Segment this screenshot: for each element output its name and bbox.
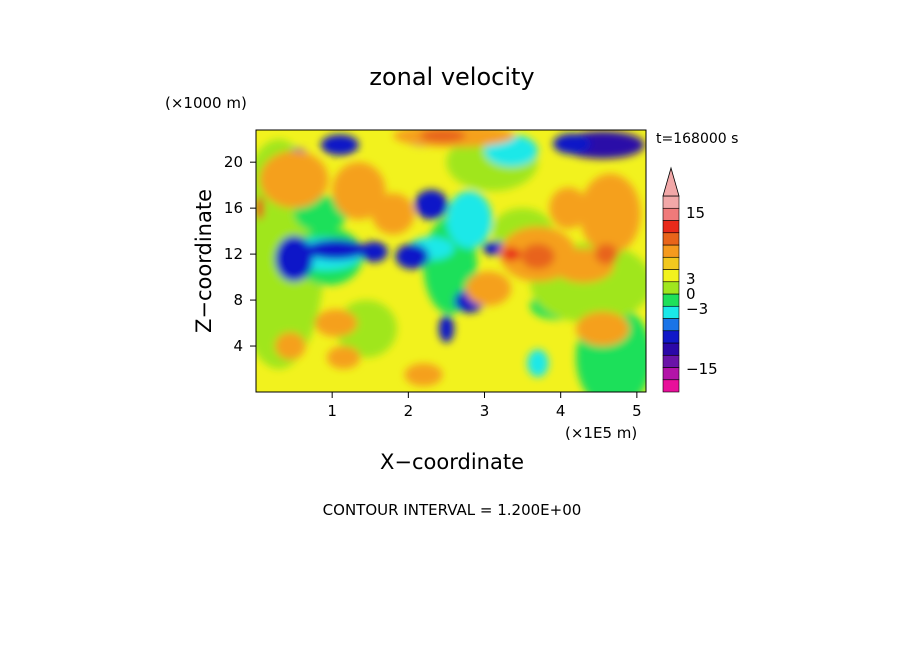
contour-interval-label: CONTOUR INTERVAL = 1.200E+00 — [323, 501, 582, 519]
x-tick-label: 1 — [327, 402, 337, 420]
colorbar-tick-label: −3 — [686, 300, 708, 318]
colorbar-tick-label: 3 — [686, 270, 696, 288]
field-region — [371, 193, 415, 235]
field-region — [419, 130, 466, 143]
colorbar-swatch — [662, 342, 680, 356]
field-region — [465, 271, 512, 306]
field-region — [326, 346, 361, 370]
colorbar — [662, 166, 680, 393]
field-region — [527, 349, 549, 378]
colorbar-tick-label: −15 — [686, 360, 718, 378]
field-blobs — [256, 130, 646, 392]
time-label: t=168000 s — [656, 131, 738, 147]
colorbar-labels: 15 30−3 −15 — [686, 204, 718, 378]
plot-frame — [255, 129, 647, 393]
colorbar-swatch — [662, 244, 680, 258]
field-region — [502, 247, 521, 261]
y-axis-label: Z−coordinate — [192, 189, 216, 333]
colorbar-swatch — [662, 269, 680, 283]
x-tick-label: 4 — [556, 402, 566, 420]
colorbar-swatch — [662, 232, 680, 246]
y-tick-label: 16 — [224, 199, 243, 217]
field-region — [438, 315, 455, 343]
field-region — [275, 235, 314, 282]
y-tick-label: 4 — [233, 337, 243, 355]
colorbar-swatch — [662, 330, 680, 344]
field-region — [549, 187, 588, 229]
field-region — [575, 311, 630, 347]
colorbar-swatch — [662, 293, 680, 307]
field-region — [360, 241, 388, 263]
colorbar-swatch — [662, 220, 680, 234]
y-tick-label: 20 — [224, 153, 243, 171]
field-region — [332, 162, 386, 220]
field-region — [594, 243, 618, 265]
colorbar-swatch — [662, 256, 680, 270]
field-region — [395, 243, 429, 270]
field-region — [414, 189, 448, 220]
chart-title: zonal velocity — [369, 63, 534, 91]
y-unit-label: (×1000 m) — [165, 94, 247, 112]
colorbar-swatch — [662, 367, 680, 381]
x-tick-label: 3 — [480, 402, 490, 420]
field-region — [275, 332, 306, 360]
x-axis-ticks: 1 2 3 4 5 — [327, 392, 642, 420]
colorbar-extend-arrow — [662, 166, 680, 197]
field-region — [320, 134, 359, 156]
y-tick-label: 12 — [224, 245, 243, 263]
plot-area — [256, 130, 646, 392]
colorbar-swatch — [662, 195, 680, 209]
x-tick-label: 5 — [632, 402, 642, 420]
field-region — [256, 196, 264, 220]
y-tick-label: 8 — [233, 291, 243, 309]
field-region — [579, 173, 641, 255]
x-unit-label: (×1E5 m) — [565, 424, 637, 442]
colorbar-swatch — [662, 354, 680, 368]
field-region — [553, 133, 592, 155]
field-region — [446, 190, 493, 249]
x-axis-label: X−coordinate — [380, 450, 524, 474]
field-region — [314, 309, 358, 337]
y-axis-ticks: 4 8 12 16 20 — [224, 153, 256, 355]
colorbar-swatch — [662, 207, 680, 221]
field-region — [305, 239, 367, 260]
colorbar-swatch — [662, 379, 680, 393]
x-tick-label: 2 — [404, 402, 414, 420]
field-region — [521, 243, 555, 270]
colorbar-swatch — [662, 281, 680, 295]
field-region — [404, 363, 443, 387]
colorbar-tick-label: 0 — [686, 285, 696, 303]
field-region — [259, 150, 329, 209]
colorbar-swatch — [662, 305, 680, 319]
colorbar-swatch — [662, 318, 680, 332]
colorbar-tick-label: 15 — [686, 204, 705, 222]
